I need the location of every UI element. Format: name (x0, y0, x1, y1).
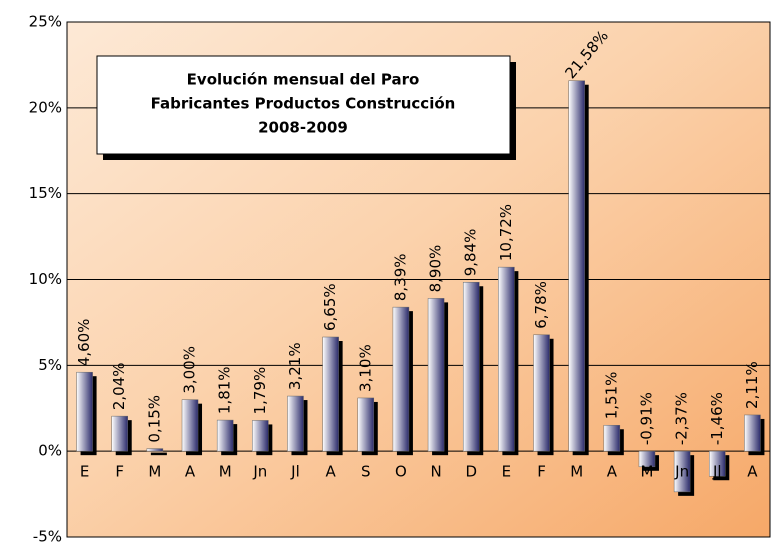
x-tick-label: N (430, 463, 441, 481)
y-tick-label: 0% (38, 442, 62, 460)
bar (603, 424, 621, 452)
x-tick-label: O (395, 463, 407, 481)
value-label: 2,04% (110, 362, 128, 410)
y-tick-label: 5% (38, 356, 62, 374)
y-tick-label: 25% (29, 13, 62, 31)
value-label: 1,81% (216, 366, 234, 414)
x-tick-label: F (537, 463, 546, 481)
value-label: 9,84% (462, 229, 480, 277)
bar (287, 395, 304, 452)
value-label: 6,78% (532, 281, 550, 329)
bar (709, 450, 726, 477)
x-tick-label: A (325, 463, 336, 481)
x-tick-label: M (148, 463, 161, 481)
x-tick-label: M (570, 463, 583, 481)
y-tick-label: 20% (29, 98, 62, 116)
x-tick-label: S (361, 463, 371, 481)
bar (216, 419, 234, 452)
value-label: -0,91% (637, 392, 655, 445)
value-label: -1,46% (708, 392, 726, 445)
x-tick-label: A (747, 463, 758, 481)
value-label: 2,11% (743, 361, 761, 409)
bar (498, 266, 515, 452)
bar (111, 415, 128, 452)
value-label: 3,00% (181, 346, 199, 394)
x-tick-label: M (640, 463, 653, 481)
x-tick-label: Jn (674, 463, 689, 481)
title-box (96, 55, 511, 155)
x-tick-label: M (219, 463, 232, 481)
value-label: 6,65% (321, 283, 339, 331)
bar (638, 450, 656, 468)
value-label: -2,37% (673, 392, 691, 445)
x-tick-label: A (185, 463, 196, 481)
value-label: 1,79% (251, 367, 269, 415)
bar (252, 420, 269, 452)
bar (427, 298, 445, 452)
x-tick-label: Jl (290, 463, 300, 481)
bar (392, 306, 410, 452)
value-label: 1,51% (602, 372, 620, 420)
chart-title: 2008-2009 (258, 119, 348, 137)
value-label: 0,15% (145, 395, 163, 443)
x-tick-label: D (465, 463, 477, 481)
x-tick-label: A (607, 463, 618, 481)
value-label: 3,10% (356, 344, 374, 392)
y-tick-label: 15% (29, 184, 62, 202)
bar (568, 80, 585, 452)
x-tick-label: F (115, 463, 124, 481)
bar (76, 371, 93, 452)
bar (181, 399, 199, 452)
chart-title: Evolución mensual del Paro (187, 71, 420, 89)
value-label: 4,60% (75, 319, 93, 367)
x-tick-label: Jn (252, 463, 267, 481)
bar (744, 414, 761, 452)
x-tick-label: E (502, 463, 511, 481)
y-tick-label: -5% (33, 528, 62, 542)
bar (322, 336, 339, 452)
value-label: 3,21% (286, 342, 304, 390)
chart-title: Fabricantes Productos Construcción (151, 95, 456, 113)
bar (673, 450, 691, 493)
bar (146, 448, 164, 452)
x-tick-label: Jl (712, 463, 722, 481)
x-tick-label: E (80, 463, 89, 481)
bar (462, 281, 480, 452)
bar (357, 397, 375, 452)
bar (533, 334, 550, 452)
value-label: 10,72% (497, 204, 515, 261)
bar-shadow (150, 452, 167, 456)
value-label: 8,39% (391, 253, 409, 301)
value-label: 8,90% (427, 245, 445, 293)
y-tick-label: 10% (29, 270, 62, 288)
